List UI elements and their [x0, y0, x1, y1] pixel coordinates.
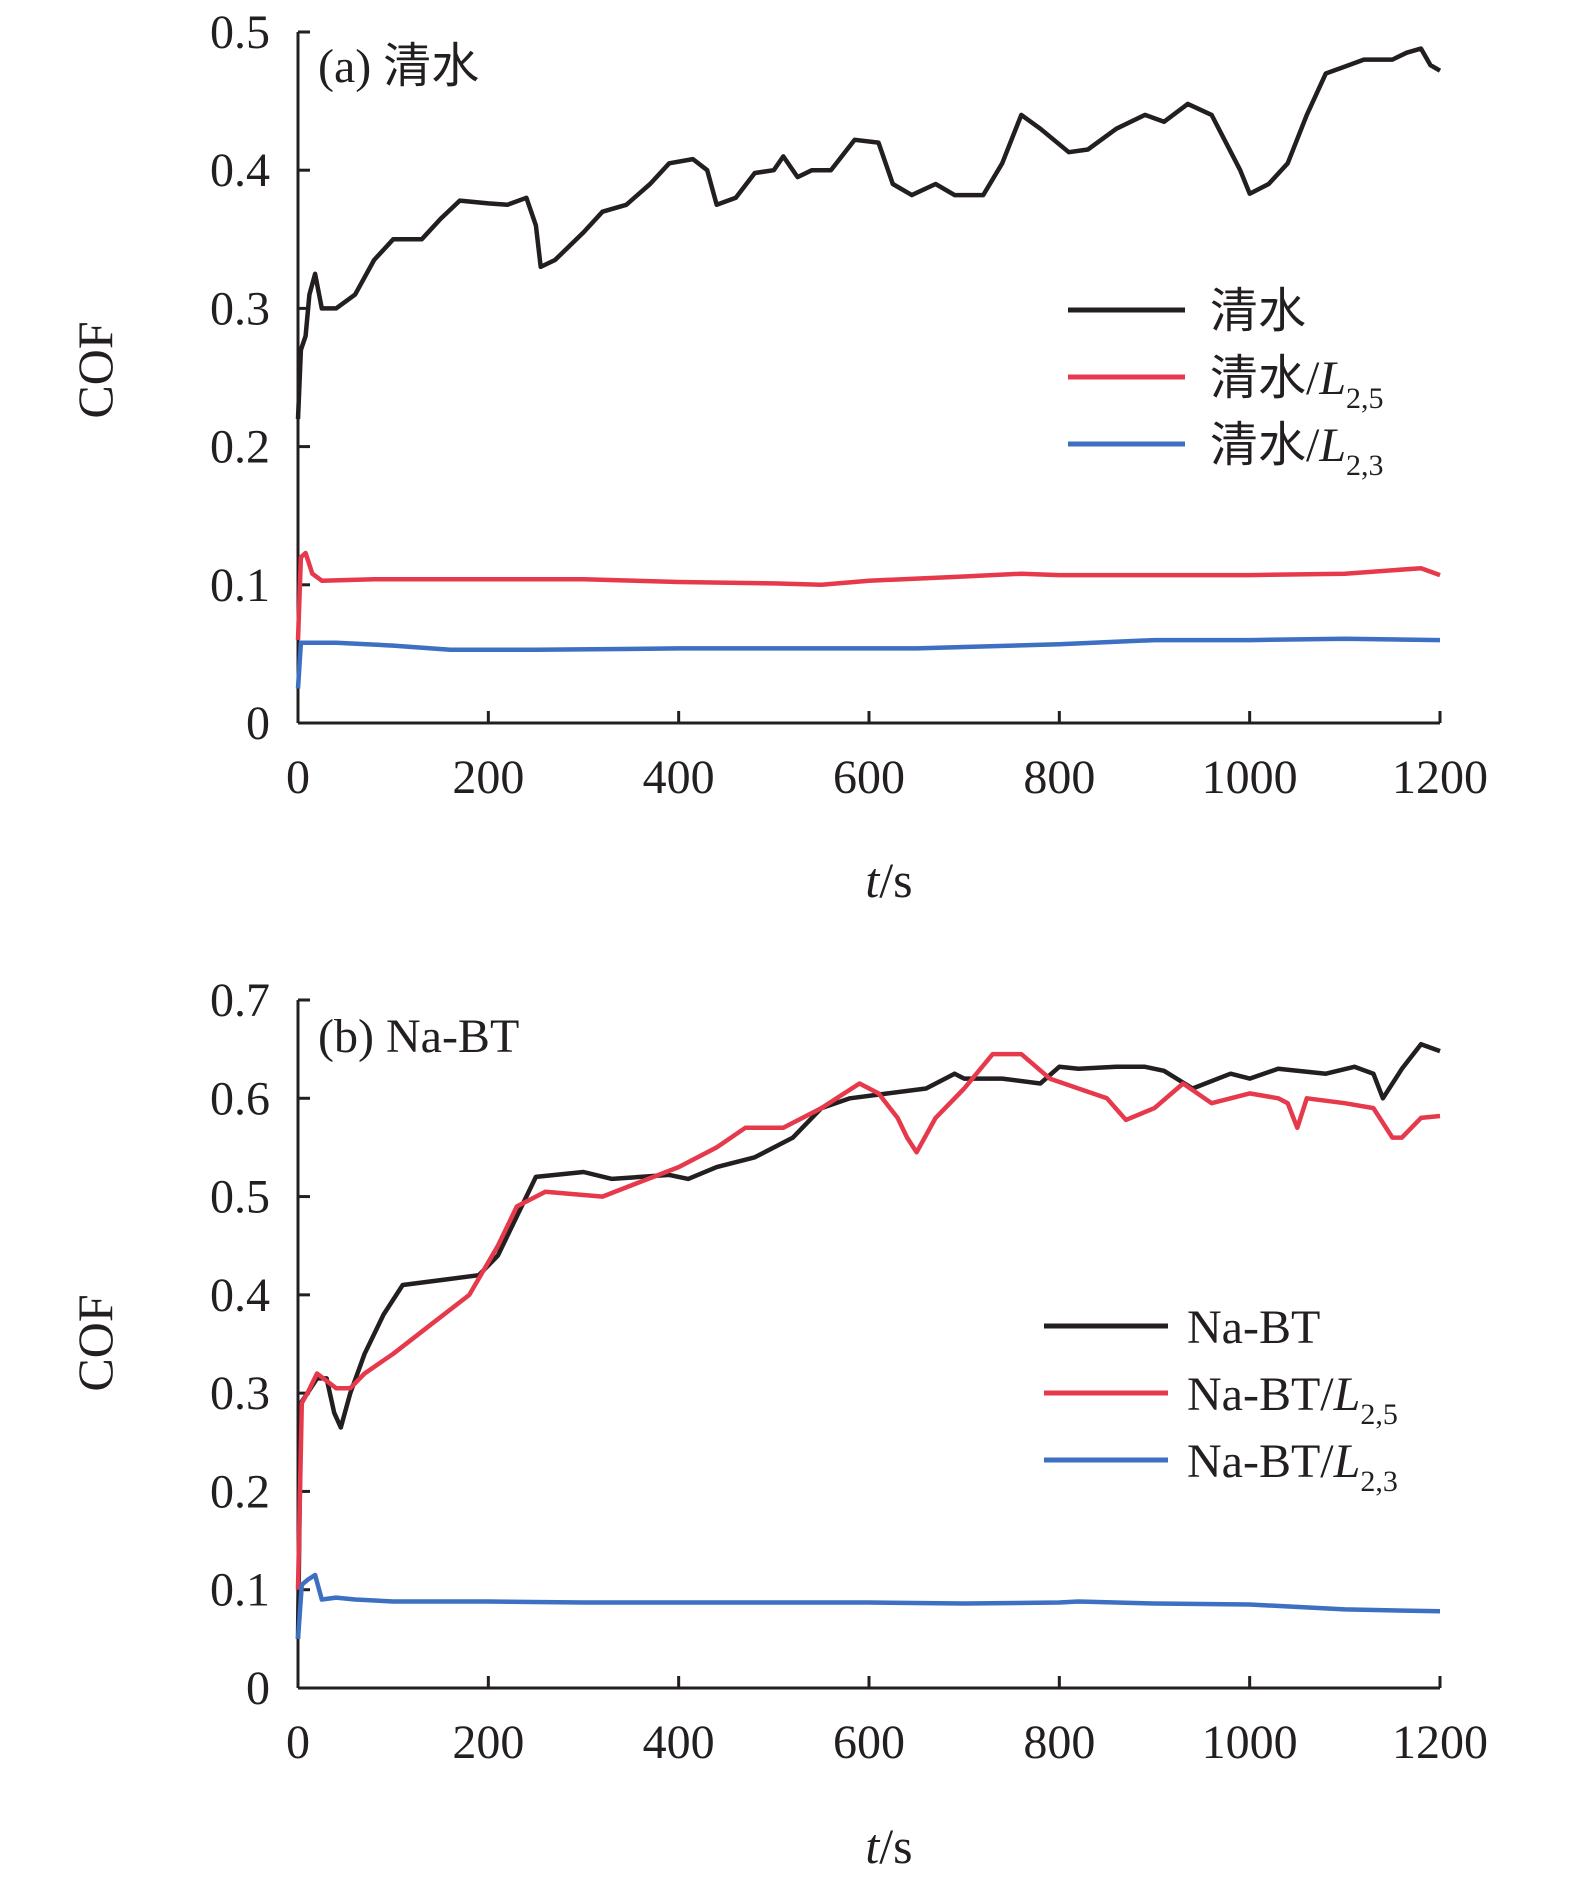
- x-axis-variable: t: [865, 1818, 880, 1874]
- x-tick-label: 800: [1023, 751, 1095, 804]
- series-line-0: [295, 1041, 1441, 1639]
- series-line-1: [295, 1051, 1441, 1590]
- legend-label-main: Na-BT/: [1187, 1435, 1334, 1488]
- legend-label: 清水/L2,3: [1210, 419, 1384, 482]
- legend-label: Na-BT/L2,3: [1187, 1435, 1398, 1498]
- panel-label: (a) 清水: [318, 40, 479, 93]
- x-tick-label: 1200: [1392, 1716, 1488, 1769]
- x-tick-label: 800: [1023, 1716, 1095, 1769]
- series-line-0: [295, 46, 1442, 420]
- y-tick-label: 0: [246, 697, 270, 750]
- y-tick-label: 0.2: [210, 1465, 270, 1518]
- legend-label-subscript: 2,5: [1346, 382, 1384, 415]
- x-tick-label: 400: [643, 1716, 715, 1769]
- y-tick-label: 0.6: [210, 1072, 270, 1125]
- series-line-1: [295, 550, 1441, 641]
- y-tick-label: 0.1: [210, 1564, 270, 1617]
- y-tick-label: 0.4: [210, 1269, 270, 1322]
- x-tick-label: 1000: [1202, 1716, 1298, 1769]
- x-tick-label: 1200: [1392, 751, 1488, 804]
- legend-label: Na-BT: [1187, 1301, 1320, 1354]
- legend-label-variable: L: [1318, 352, 1346, 405]
- chart-panel-a: 0 0.1 0.2 0.3 0.4 0.5 0 200 400 600 800 1000 1200 COF…: [67, 6, 1488, 908]
- x-tick-label: 600: [833, 1716, 905, 1769]
- legend-label-main: Na-BT: [1187, 1301, 1320, 1354]
- x-axis-variable: t: [865, 852, 880, 908]
- x-tick-label: 200: [452, 1716, 524, 1769]
- legend-label-main: 清水: [1210, 285, 1306, 338]
- x-tick-label: 600: [833, 751, 905, 804]
- y-tick-label: 0.4: [210, 144, 270, 197]
- legend-label: 清水/L2,5: [1210, 352, 1384, 415]
- x-tick-label: 0: [286, 1716, 310, 1769]
- x-axis-title: t/s: [865, 1818, 912, 1874]
- x-axis-title: t/s: [865, 852, 912, 908]
- x-axis-unit: /s: [879, 852, 912, 908]
- y-tick-label: 0.2: [210, 421, 270, 474]
- legend-label: Na-BT/L2,5: [1187, 1368, 1398, 1431]
- legend-label-main: Na-BT/: [1187, 1368, 1334, 1421]
- y-tick-label: 0.5: [210, 1171, 270, 1224]
- legend-label: 清水: [1210, 285, 1306, 338]
- chart-panel-b: 0 0.1 0.2 0.3 0.4 0.5 0.6 0.7 0 200 400 600 800 1000 1…: [67, 974, 1488, 1874]
- legend-label-variable: L: [1318, 419, 1346, 472]
- y-tick-label: 0.3: [210, 1367, 270, 1420]
- x-tick-label: 1000: [1202, 751, 1298, 804]
- legend-label-subscript: 2,3: [1360, 1465, 1398, 1498]
- y-tick-label: 0.3: [210, 282, 270, 335]
- legend-label-main: 清水/: [1210, 419, 1320, 472]
- y-tick-label: 0: [246, 1662, 270, 1715]
- y-axis-title: COF: [67, 1294, 123, 1391]
- y-tick-label: 0.1: [210, 559, 270, 612]
- legend-label-subscript: 2,3: [1346, 449, 1384, 482]
- y-tick-label: 0.5: [210, 6, 270, 59]
- x-axis-unit: /s: [879, 1818, 912, 1874]
- y-axis-title: COF: [67, 321, 123, 418]
- x-tick-label: 400: [643, 751, 715, 804]
- y-tick-label: 0.7: [210, 974, 270, 1027]
- legend-label-variable: L: [1333, 1435, 1361, 1488]
- x-tick-label: 200: [452, 751, 524, 804]
- legend-label-subscript: 2,5: [1360, 1398, 1398, 1431]
- series-line-2: [295, 636, 1441, 689]
- legend-label-variable: L: [1333, 1368, 1361, 1421]
- x-tick-label: 0: [286, 751, 310, 804]
- legend-label-main: 清水/: [1210, 352, 1320, 405]
- panel-label: (b) Na-BT: [318, 1010, 519, 1063]
- series-line-2: [295, 1572, 1441, 1640]
